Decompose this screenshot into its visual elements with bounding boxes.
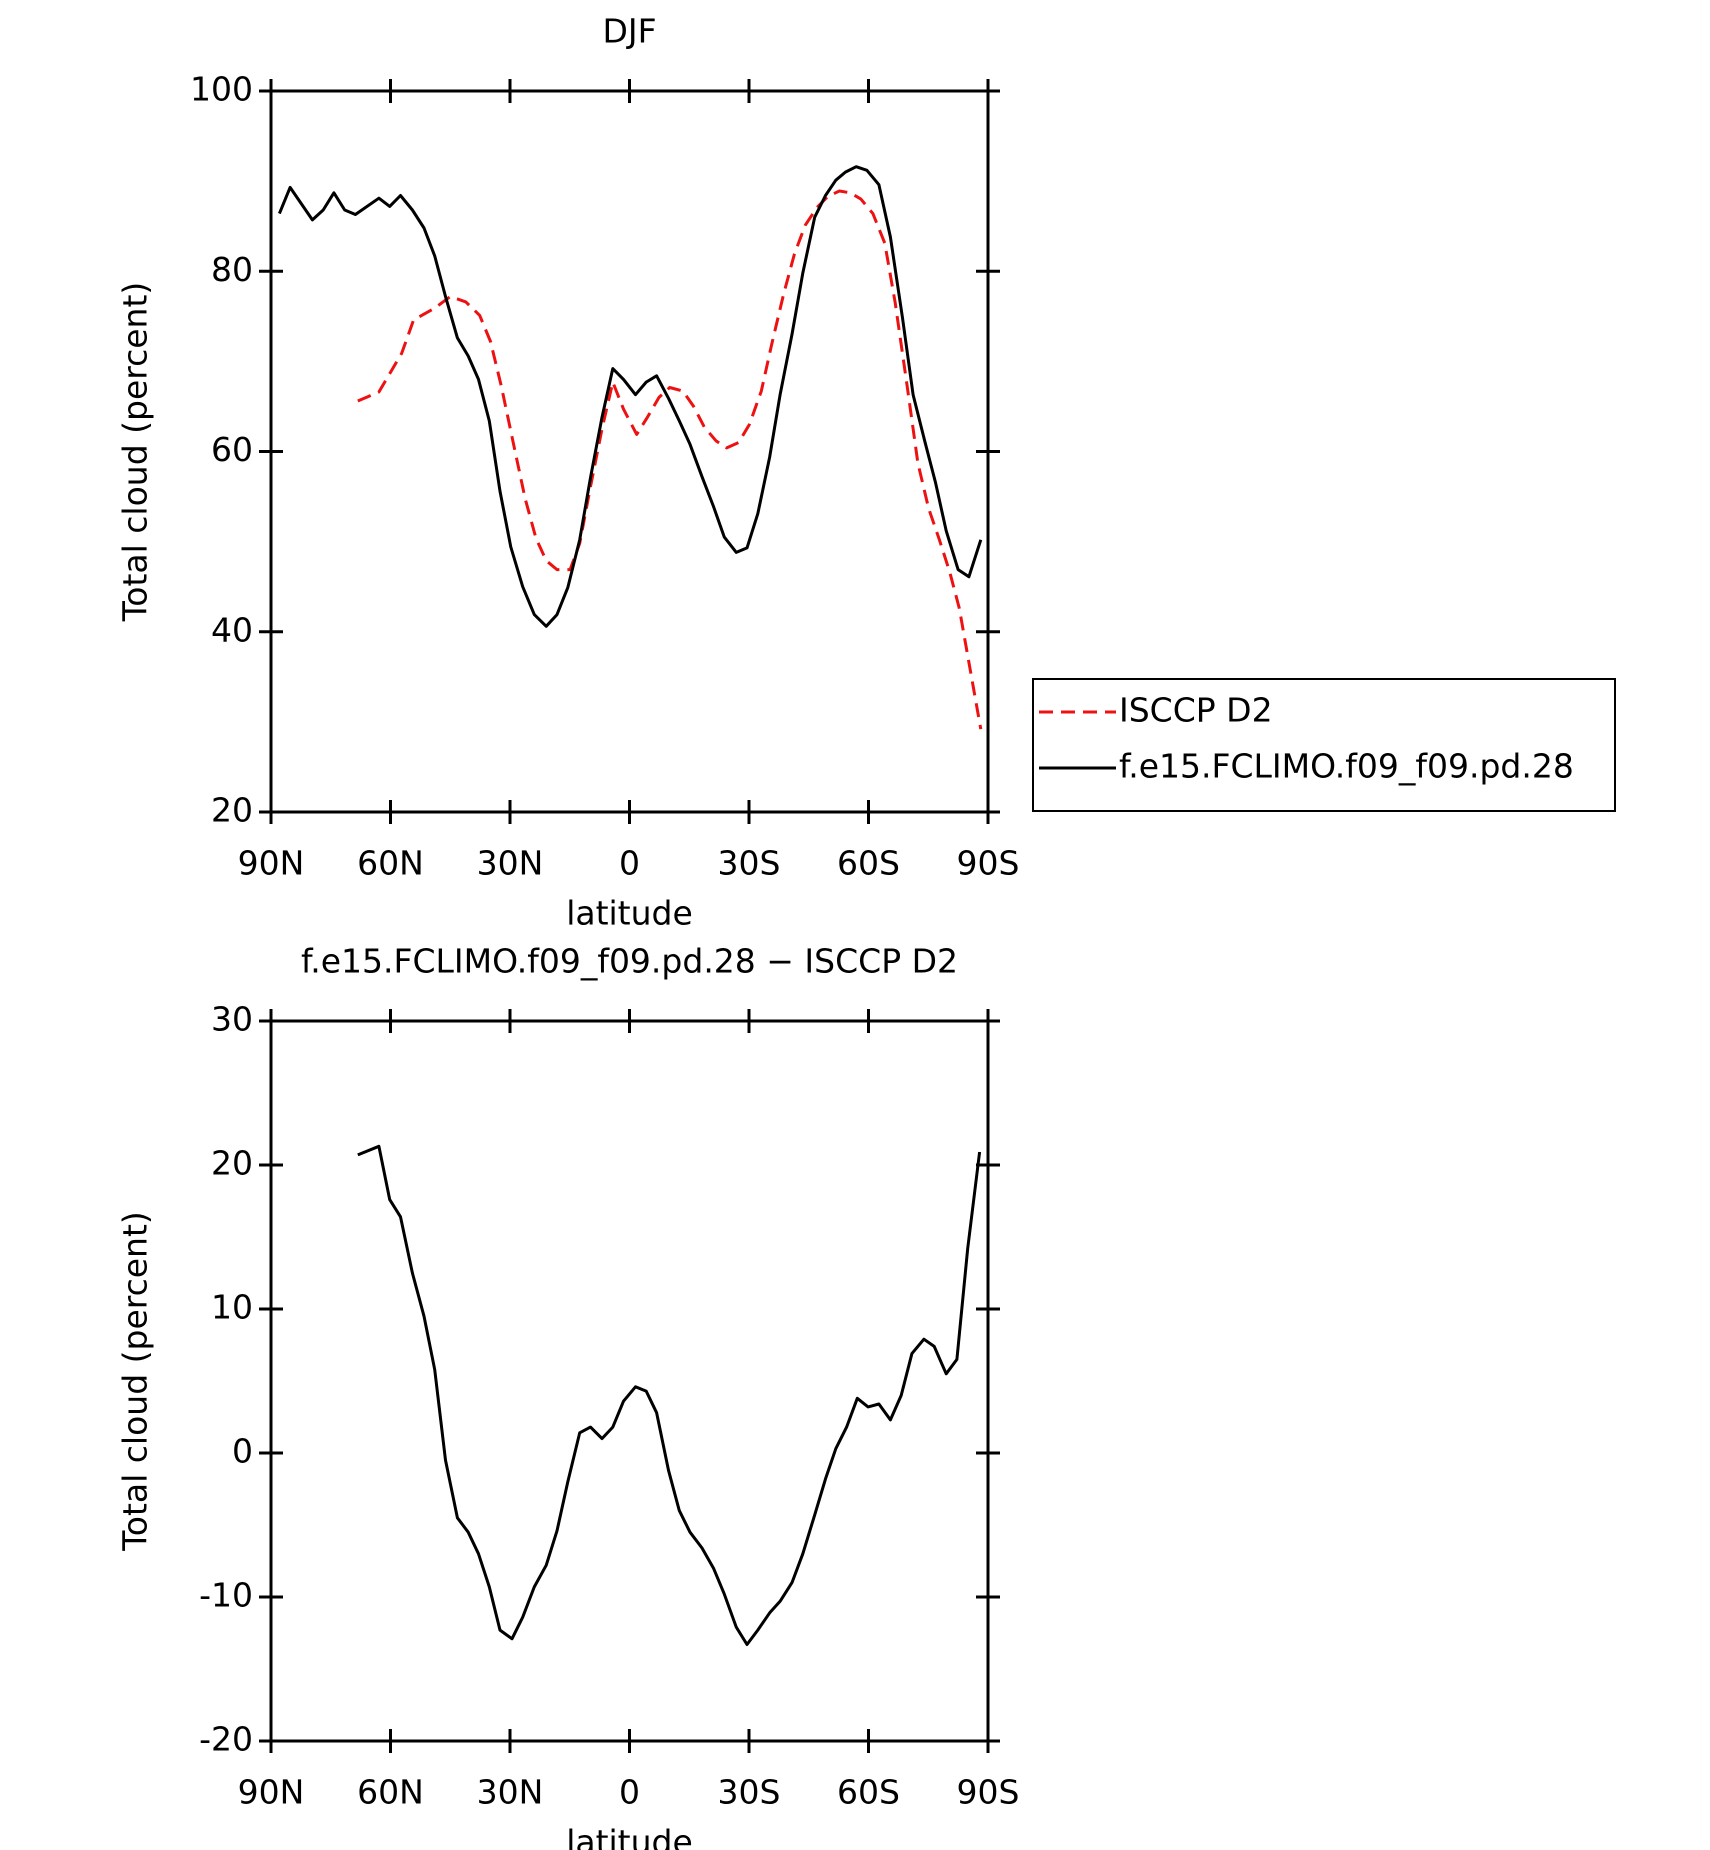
y-tick-label: -10 — [199, 1576, 253, 1615]
x-tick-label: 30S — [718, 844, 781, 883]
data-line — [357, 189, 983, 730]
chart-title: DJF — [602, 12, 656, 51]
x-tick-label: 90N — [238, 1773, 305, 1812]
y-tick-label: 10 — [211, 1288, 253, 1327]
chart-title: f.e15.FCLIMO.f09_f09.pd.28 − ISCCP D2 — [301, 942, 958, 981]
y-tick-label: -20 — [199, 1720, 253, 1759]
y-axis-label: Total cloud (percent) — [116, 282, 155, 623]
x-tick-label: 30S — [718, 1773, 781, 1812]
x-tick-label: 30N — [477, 1773, 544, 1812]
y-tick-label: 20 — [211, 1144, 253, 1183]
x-tick-label: 60N — [357, 1773, 424, 1812]
y-tick-label: 40 — [211, 610, 253, 649]
x-tick-label: 90S — [957, 844, 1020, 883]
y-tick-label: 100 — [190, 70, 253, 109]
legend-label: f.e15.FCLIMO.f09_f09.pd.28 — [1119, 747, 1574, 786]
y-tick-label: 0 — [232, 1432, 253, 1471]
x-axis-label: latitude — [566, 894, 693, 933]
data-line — [278, 165, 983, 628]
data-line — [357, 1144, 982, 1646]
x-tick-label: 60N — [357, 844, 424, 883]
x-axis-label: latitude — [566, 1823, 693, 1850]
x-tick-label: 0 — [619, 844, 640, 883]
y-tick-label: 60 — [211, 430, 253, 469]
x-tick-label: 0 — [619, 1773, 640, 1812]
y-axis-label: Total cloud (percent) — [116, 1211, 155, 1552]
y-tick-label: 30 — [211, 1000, 253, 1039]
x-tick-label: 60S — [837, 844, 900, 883]
y-tick-label: 20 — [211, 791, 253, 830]
plot-frame — [269, 1019, 990, 1743]
legend-box — [1032, 678, 1616, 812]
x-tick-label: 60S — [837, 1773, 900, 1812]
x-tick-label: 90N — [238, 844, 305, 883]
x-tick-label: 30N — [477, 844, 544, 883]
x-tick-label: 90S — [957, 1773, 1020, 1812]
legend-label: ISCCP D2 — [1119, 691, 1273, 730]
y-tick-label: 80 — [211, 250, 253, 289]
